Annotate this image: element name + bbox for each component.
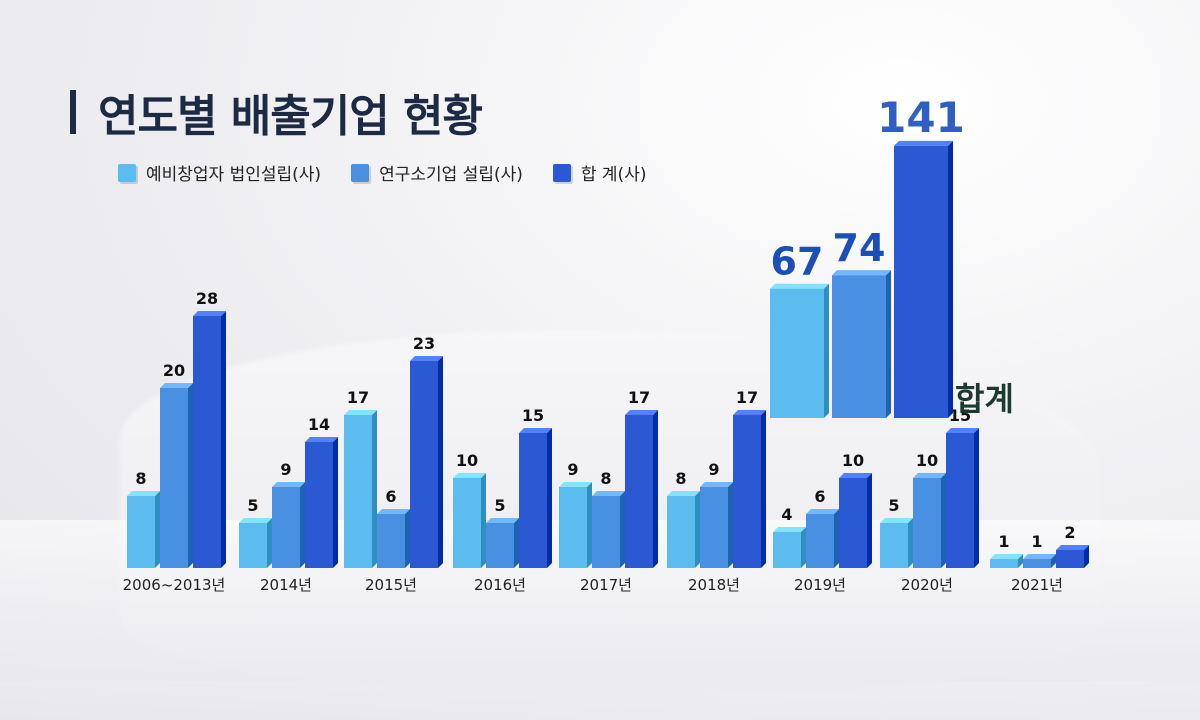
legend-swatch-series1 [118, 163, 136, 182]
x-tick-label: 2019년 [794, 576, 846, 594]
legend-label-series3: 합 계(사) [580, 165, 647, 185]
value-label: 6 [814, 487, 825, 506]
x-tick-label: 2020년 [901, 576, 953, 594]
bar-7-0 [880, 518, 913, 568]
value-label: 9 [708, 460, 719, 479]
bar-0-2 [193, 311, 226, 568]
bar-5-2 [733, 410, 766, 568]
total-value-label: 74 [833, 226, 886, 270]
bar-7-2 [946, 428, 979, 568]
bar-3-2 [519, 428, 552, 568]
value-label: 15 [522, 406, 544, 425]
bar-8-2 [1056, 545, 1089, 568]
bar-4-0 [559, 482, 592, 568]
total-value-label: 67 [771, 240, 824, 284]
legend-label-series2: 연구소기업 설립(사) [379, 165, 523, 185]
value-label: 5 [247, 496, 258, 515]
totals-label: 합계 [955, 380, 1014, 418]
value-label: 20 [163, 361, 185, 380]
value-label: 8 [675, 469, 686, 488]
title-accent-bar [70, 90, 76, 134]
bar-5-0 [667, 491, 700, 568]
value-label: 10 [456, 451, 478, 470]
bar-chart: 820282006~2013년59142014년176232015년105152… [123, 93, 1089, 594]
bar-2-2 [410, 356, 443, 568]
bar-4-2 [625, 410, 658, 568]
legend-label-series1: 예비창업자 법인설립(사) [146, 165, 322, 185]
bar-6-1 [806, 509, 839, 568]
value-label: 4 [781, 505, 792, 524]
value-label: 17 [628, 388, 650, 407]
bar-6-2 [839, 473, 872, 568]
legend-item-series3: 합 계(사) [552, 160, 647, 185]
bar-8-0 [990, 554, 1023, 568]
value-label: 23 [413, 334, 435, 353]
value-label: 28 [196, 289, 218, 308]
bar-1-2 [305, 437, 338, 568]
value-label: 9 [567, 460, 578, 479]
x-tick-label: 2018년 [688, 576, 740, 594]
legend-item-series2: 연구소기업 설립(사) [351, 160, 523, 185]
title-block: 연도별 배출기업 현황 [70, 80, 483, 144]
x-tick-label: 2016년 [474, 576, 526, 594]
value-label: 15 [949, 406, 971, 425]
bar-1-0 [239, 518, 272, 568]
page-title: 연도별 배출기업 현황 [98, 91, 483, 142]
bar-3-1 [486, 518, 519, 568]
bar-0-0 [127, 491, 160, 568]
bar-8-1 [1023, 554, 1056, 568]
value-label: 1 [1031, 532, 1042, 551]
legend-swatch-series3 [552, 163, 571, 182]
value-label: 1 [998, 532, 1009, 551]
legend-swatch-series2 [351, 163, 370, 182]
value-label: 6 [385, 487, 396, 506]
bar-2-1 [377, 509, 410, 568]
value-label: 17 [347, 388, 369, 407]
legend-item-series1: 예비창업자 법인설립(사) [118, 160, 321, 185]
value-label: 10 [916, 451, 938, 470]
x-tick-label: 2021년 [1011, 576, 1063, 594]
value-label: 17 [736, 388, 758, 407]
bar-4-1 [592, 491, 625, 568]
bar-5-1 [700, 482, 733, 568]
x-tick-label: 2006~2013년 [123, 576, 226, 594]
total-bar-0 [770, 283, 829, 418]
bar-1-1 [272, 482, 305, 568]
value-label: 10 [842, 451, 864, 470]
x-tick-label: 2017년 [580, 576, 632, 594]
value-label: 5 [888, 496, 899, 515]
bar-6-0 [773, 527, 806, 568]
value-label: 8 [135, 469, 146, 488]
total-bar-2 [894, 140, 953, 418]
total-value-label: 141 [877, 93, 965, 142]
x-tick-label: 2015년 [365, 576, 417, 594]
value-label: 8 [600, 469, 611, 488]
bar-7-1 [913, 473, 946, 568]
value-label: 9 [280, 460, 291, 479]
value-label: 2 [1064, 523, 1075, 542]
value-label: 14 [308, 415, 330, 434]
legend: 예비창업자 법인설립(사) 연구소기업 설립(사) 합 계(사) [118, 160, 676, 185]
bar-0-1 [160, 383, 193, 568]
bar-2-0 [344, 410, 377, 568]
total-bar-1 [832, 270, 891, 418]
x-tick-label: 2014년 [260, 576, 312, 594]
value-label: 5 [494, 496, 505, 515]
bar-3-0 [453, 473, 486, 568]
